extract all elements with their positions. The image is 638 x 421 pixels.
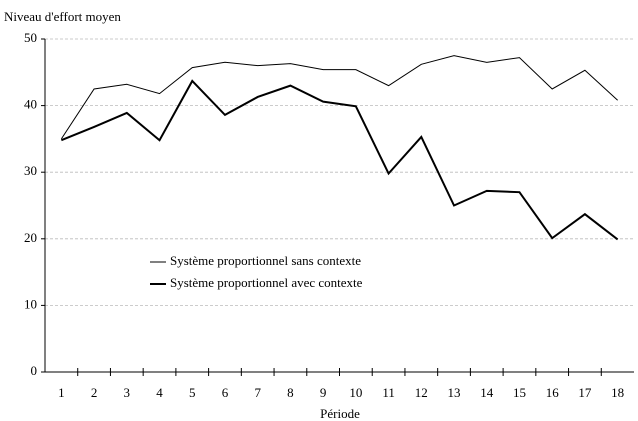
x-tick-label: 16 — [546, 385, 560, 400]
line-series — [60, 79, 619, 241]
x-tick-label: 15 — [513, 385, 526, 400]
x-tick-label: 1 — [58, 385, 65, 400]
x-tick-label: 13 — [448, 385, 461, 400]
x-tick-label: 2 — [91, 385, 98, 400]
x-tick-label: 14 — [480, 385, 494, 400]
x-tick-label: 5 — [189, 385, 196, 400]
x-tick-label: 6 — [222, 385, 229, 400]
y-tick-label: 50 — [24, 30, 37, 45]
y-axis-label: Niveau d'effort moyen — [4, 9, 121, 24]
x-tick-label: 17 — [578, 385, 592, 400]
x-tick-label: 7 — [254, 385, 261, 400]
y-tick-label: 10 — [24, 296, 37, 311]
legend-label: Système proportionnel avec contexte — [170, 275, 363, 290]
x-tick-label: 3 — [124, 385, 131, 400]
x-tick-label: 12 — [415, 385, 428, 400]
x-axis-label: Période — [320, 406, 360, 421]
x-tick-label: 10 — [349, 385, 362, 400]
legend-label: Système proportionnel sans contexte — [170, 253, 361, 268]
x-tick-label: 4 — [156, 385, 163, 400]
x-tick-label: 18 — [611, 385, 624, 400]
y-tick-label: 0 — [31, 363, 38, 378]
y-tick-label: 30 — [24, 163, 37, 178]
x-tick-label: 8 — [287, 385, 294, 400]
x-tick-label: 11 — [382, 385, 395, 400]
y-tick-label: 40 — [24, 97, 37, 112]
line-series — [60, 55, 618, 140]
x-tick-label: 9 — [320, 385, 327, 400]
y-tick-label: 20 — [24, 230, 37, 245]
